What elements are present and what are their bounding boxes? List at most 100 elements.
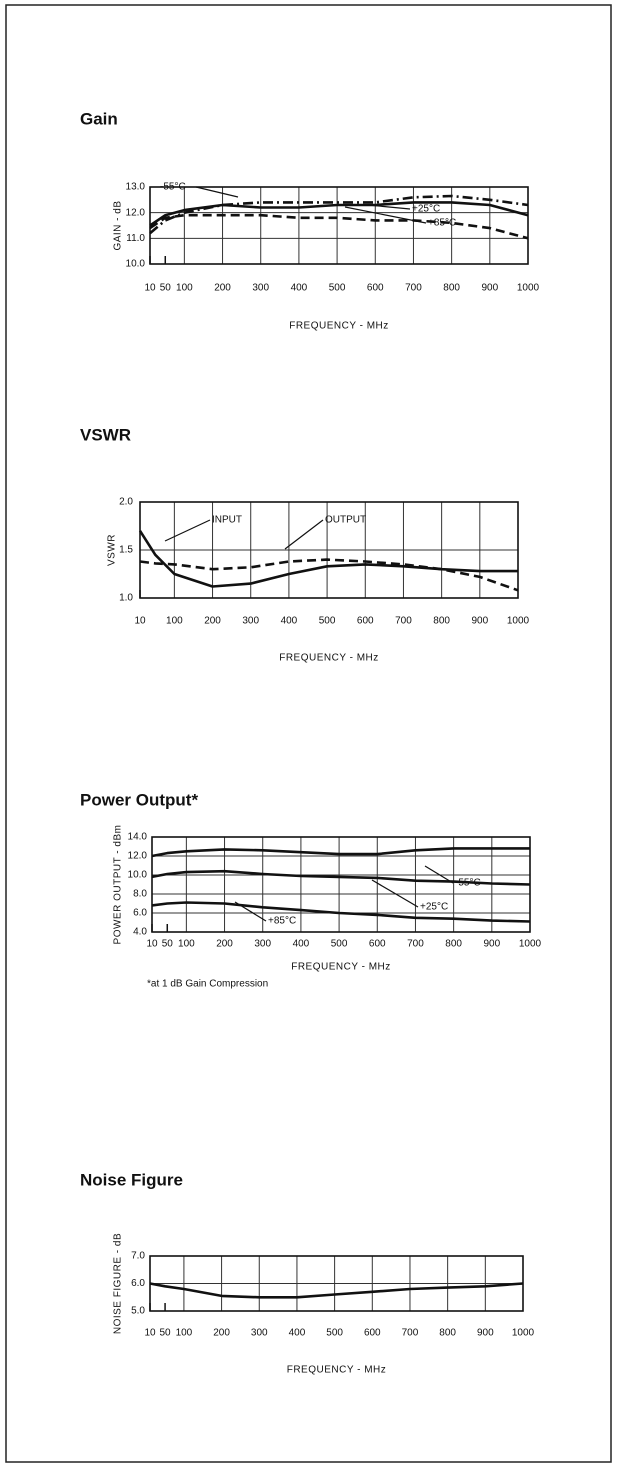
x-tick-label: 700: [407, 939, 424, 950]
plot-frame: [139, 501, 519, 599]
y-tick-label: 5.0: [131, 1306, 145, 1317]
series-line: [151, 847, 530, 858]
chart-title: Gain: [80, 109, 118, 128]
x-axis-label: FREQUENCY - MHz: [279, 653, 379, 664]
x-tick-label: 1000: [507, 616, 530, 627]
series-line: [149, 194, 529, 235]
chart: VSWR 1.0 1.5 2.0 10 100 200 300 400 500 600 700 800 9…: [80, 425, 530, 663]
annotation-leader: [344, 206, 427, 224]
x-tick-label: 900: [471, 616, 488, 627]
x-tick-label: 1000: [519, 939, 542, 950]
y-axis-label: VSWR: [107, 534, 118, 566]
x-tick-label: 10: [146, 939, 158, 950]
y-tick-label: 11.0: [126, 233, 145, 244]
x-tick-label: 100: [176, 283, 193, 294]
x-tick-label: 600: [357, 616, 374, 627]
y-axis-label: NOISE FIGURE - dB: [113, 1233, 124, 1334]
annotation-leader: [164, 519, 211, 542]
x-tick-label: 300: [254, 939, 271, 950]
x-tick-label: 900: [477, 1328, 494, 1339]
series-label: +25°C: [412, 204, 440, 215]
x-tick-label: 300: [242, 616, 259, 627]
series-label: INPUT: [212, 515, 242, 526]
x-tick-label: 500: [319, 616, 336, 627]
annotation-leader: [284, 519, 324, 550]
series-label: +25°C: [420, 902, 448, 913]
annotation-leader: [195, 186, 239, 198]
x-tick-label: 500: [331, 939, 348, 950]
series-line: [151, 869, 531, 886]
footnote: *at 1 dB Gain Compression: [147, 979, 268, 990]
x-tick-label: 400: [293, 939, 310, 950]
annotation-leader: [234, 901, 267, 922]
y-tick-label: 12.0: [128, 851, 148, 862]
x-tick-label: 800: [443, 283, 460, 294]
series-label: OUTPUT: [325, 515, 366, 526]
y-tick-label: 2.0: [119, 497, 133, 508]
x-tick-label: 10: [134, 616, 146, 627]
y-tick-label: 1.0: [119, 593, 133, 604]
series-label: -55°C: [160, 182, 186, 193]
series-label: +85°C: [428, 218, 456, 229]
x-tick-label: 600: [367, 283, 384, 294]
x-axis-label: FREQUENCY - MHz: [291, 962, 391, 973]
x-tick-label: 50: [162, 939, 174, 950]
x-tick-label: 500: [329, 283, 346, 294]
x-axis-label: FREQUENCY - MHz: [287, 1365, 387, 1376]
x-tick-label: 900: [481, 283, 498, 294]
x-tick-label: 300: [251, 1328, 268, 1339]
x-tick-label: 400: [291, 283, 308, 294]
x-tick-label: 100: [176, 1328, 193, 1339]
x-tick-label: 700: [405, 283, 422, 294]
x-tick-label: 10: [144, 283, 156, 294]
x-tick-label: 200: [216, 939, 233, 950]
x-tick-label: 600: [364, 1328, 381, 1339]
page-border: [5, 4, 612, 1463]
series-line: [149, 201, 529, 227]
x-tick-label: 10: [144, 1328, 156, 1339]
x-tick-label: 100: [166, 616, 183, 627]
x-axis-label: FREQUENCY - MHz: [289, 321, 389, 332]
chart-title: VSWR: [80, 425, 131, 444]
x-tick-label: 200: [213, 1328, 230, 1339]
chart: Noise Figure 5.0 6.0 7.0 10 50 100 200 300 400 500…: [80, 1170, 535, 1375]
y-tick-label: 13.0: [126, 182, 146, 193]
x-tick-label: 200: [204, 616, 221, 627]
x-tick-label: 50: [160, 1328, 172, 1339]
x-tick-label: 50: [160, 283, 172, 294]
x-tick-label: 900: [483, 939, 500, 950]
x-tick-label: 100: [178, 939, 195, 950]
x-tick-label: 700: [402, 1328, 419, 1339]
series-label: +85°C: [268, 916, 296, 927]
y-tick-label: 1.5: [119, 545, 133, 556]
series-line: [149, 1282, 524, 1299]
x-tick-label: 1000: [512, 1328, 535, 1339]
x-tick-label: 400: [281, 616, 298, 627]
y-tick-label: 10.0: [126, 259, 146, 270]
y-tick-label: 10.0: [128, 870, 148, 881]
x-tick-label: 500: [326, 1328, 343, 1339]
x-tick-label: 400: [289, 1328, 306, 1339]
annotation-leader: [371, 879, 419, 908]
y-tick-label: 4.0: [133, 927, 147, 938]
series-line: [139, 558, 519, 592]
annotation-leader: [367, 204, 411, 210]
x-tick-label: 700: [395, 616, 412, 627]
x-tick-label: 800: [439, 1328, 456, 1339]
x-tick-label: 1000: [517, 283, 540, 294]
y-tick-label: 6.0: [133, 908, 147, 919]
y-tick-label: 8.0: [133, 889, 147, 900]
y-tick-label: 7.0: [131, 1251, 145, 1262]
chart: Gain 10.0 11.0 12.0 13.0 10 50 100 200 300 400 500 6…: [80, 109, 540, 331]
x-tick-label: 800: [433, 616, 450, 627]
y-tick-label: 12.0: [126, 207, 146, 218]
chart-title: Noise Figure: [80, 1170, 183, 1189]
chart: Power Output* 4.0 6.0 8.0 10.0 12.0 14.0 10 50 10…: [80, 790, 542, 989]
series-line: [149, 213, 529, 240]
annotation-leader: [424, 865, 454, 884]
y-tick-label: 14.0: [128, 832, 148, 843]
series-line: [151, 901, 531, 923]
x-tick-label: 300: [252, 283, 269, 294]
